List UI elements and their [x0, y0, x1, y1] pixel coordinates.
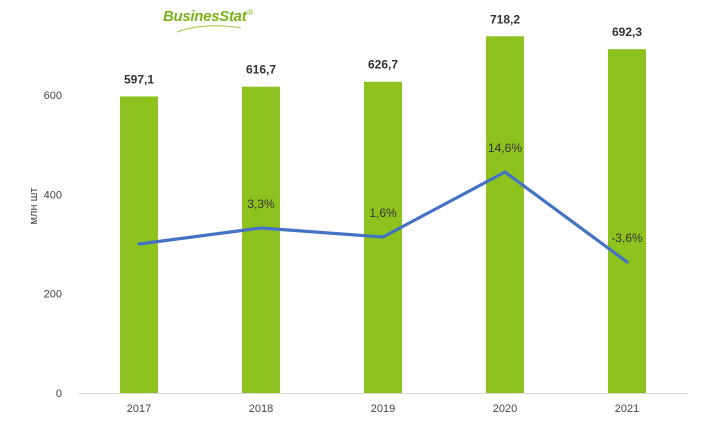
logo-text: BusinesStat [163, 8, 247, 25]
y-tick-label-0: 0 [56, 388, 62, 400]
businesstat-logo: BusinesStat® [163, 8, 253, 25]
bar-value-label-2020: 718,2 [490, 12, 520, 26]
growth-label-2019: 1,6% [369, 206, 397, 220]
bar-2018 [242, 86, 280, 394]
logo-registered-mark: ® [247, 8, 253, 17]
bar-value-label-2018: 616,7 [246, 63, 276, 77]
growth-label-2020: 14,6% [488, 141, 522, 155]
x-tick-label-2020: 2020 [493, 403, 517, 415]
growth-label-2018: 3,3% [247, 197, 275, 211]
y-tick-label-600: 600 [44, 90, 62, 102]
x-tick-label-2019: 2019 [371, 403, 395, 415]
x-tick-label-2018: 2018 [249, 403, 273, 415]
growth-line [137, 170, 629, 264]
bar-value-label-2017: 597,1 [124, 72, 154, 86]
bar-value-label-2021: 692,3 [612, 25, 642, 39]
x-tick-label-2021: 2021 [615, 403, 639, 415]
y-tick-label-400: 400 [44, 189, 62, 201]
bar-value-label-2019: 626,7 [368, 58, 398, 72]
bar-2020 [486, 36, 524, 393]
growth-label-2021: -3,6% [611, 231, 643, 245]
bar-2021 [608, 49, 646, 394]
y-tick-label-200: 200 [44, 289, 62, 301]
x-tick-label-2017: 2017 [127, 403, 151, 415]
logo-swoosh-icon [176, 25, 242, 33]
